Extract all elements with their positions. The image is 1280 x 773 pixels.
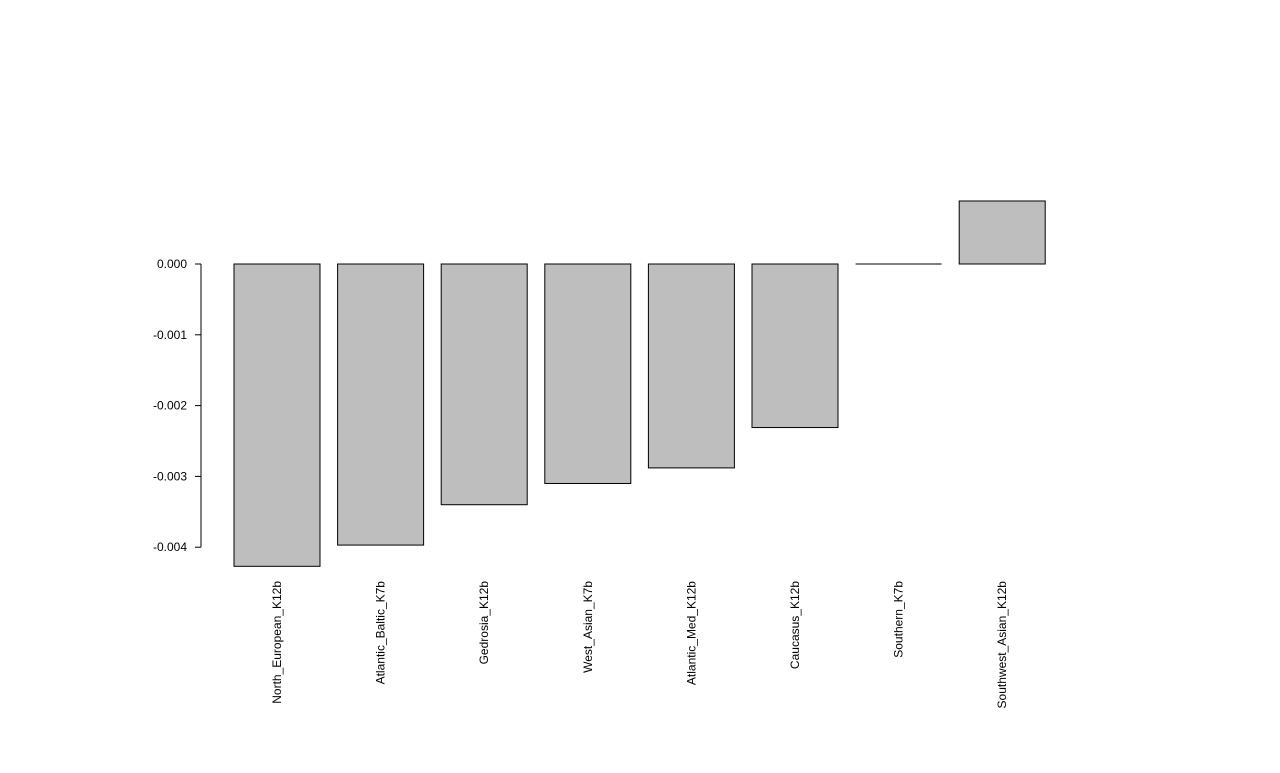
bar	[647, 263, 735, 469]
y-tick-label: -0.003	[153, 469, 187, 483]
y-tick-label: -0.004	[153, 540, 187, 554]
y-tick-label: 0.000	[157, 257, 187, 271]
category-label: Atlantic_Med_K12b	[684, 581, 698, 685]
bar	[751, 263, 839, 429]
category-label: Caucasus_K12b	[788, 581, 802, 669]
bar	[544, 263, 632, 484]
bar	[337, 263, 425, 546]
category-label: Gedrosia_K12b	[477, 581, 491, 665]
bar	[440, 263, 528, 506]
category-label: Southern_K7b	[892, 581, 906, 658]
y-tick-label: -0.002	[153, 399, 187, 413]
bar	[233, 263, 321, 567]
y-tick-label: -0.001	[153, 328, 187, 342]
category-label: Southwest_Asian_K12b	[995, 581, 1009, 709]
category-label: West_Asian_K7b	[581, 581, 595, 673]
category-label: North_European_K12b	[270, 581, 284, 704]
category-label: Atlantic_Baltic_K7b	[374, 581, 388, 685]
bar	[958, 200, 1046, 265]
